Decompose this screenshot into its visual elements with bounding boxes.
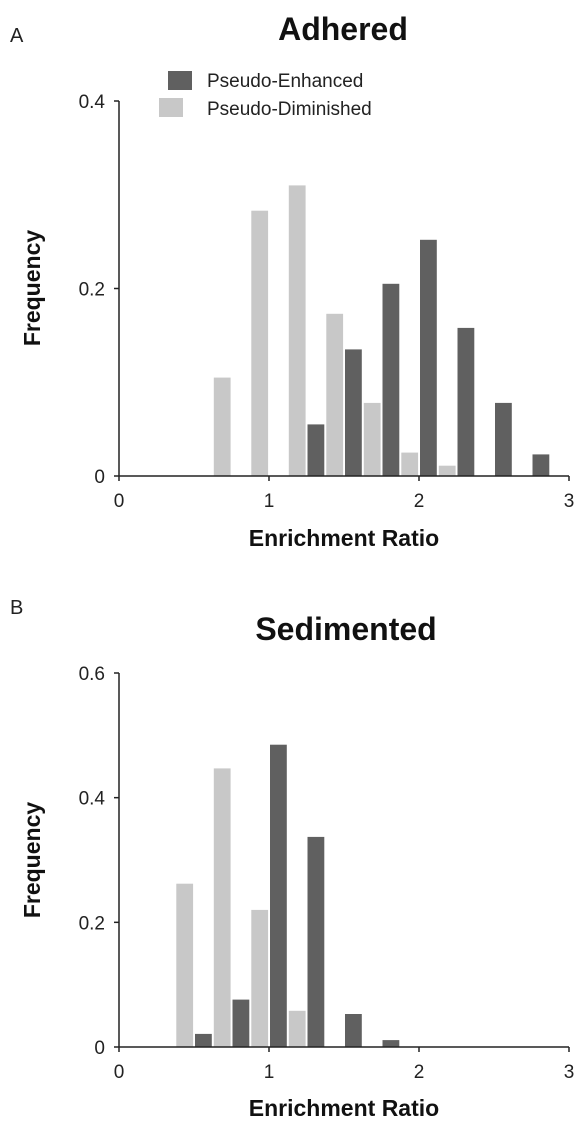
bars-sedimented: [176, 744, 400, 1047]
legend-swatch-pseudo-enhanced: [168, 71, 192, 90]
bar-pseudo-enhanced-1_5: [345, 1014, 362, 1047]
panel-adhered: A Adhered 0 1 2 3 0 0.2 0.4 Enrichment Ratio F…: [10, 11, 574, 551]
panel-label-a: A: [10, 25, 24, 47]
x-tick-label: 2: [414, 491, 425, 512]
bar-pseudo-diminished-1_75: [363, 402, 381, 476]
bar-pseudo-enhanced-2_5: [495, 402, 512, 476]
bar-pseudo-diminished-2_25: [438, 465, 456, 476]
x-tick-label: 1: [264, 491, 275, 512]
bar-pseudo-enhanced-1_5: [345, 349, 362, 476]
x-tick-label: 1: [264, 1062, 275, 1083]
bar-pseudo-diminished-1_25: [288, 185, 306, 476]
bar-pseudo-diminished-0_5: [176, 883, 194, 1047]
y-axis-title-sedimented: Frequency: [19, 802, 45, 919]
bar-pseudo-enhanced-2_75: [532, 454, 550, 476]
y-tick-label: 0: [94, 467, 105, 488]
chart-title-sedimented: Sedimented: [255, 611, 436, 647]
y-tick-label: 0: [94, 1038, 105, 1059]
bar-pseudo-enhanced-1: [270, 744, 287, 1047]
x-tick-label: 2: [414, 1062, 425, 1083]
legend-swatch-pseudo-diminished: [159, 98, 183, 117]
bar-pseudo-enhanced-0_75: [232, 999, 250, 1047]
chart-title-adhered: Adhered: [278, 11, 408, 47]
bar-pseudo-diminished-1: [251, 210, 269, 476]
legend-label-pseudo-enhanced: Pseudo-Enhanced: [207, 71, 363, 92]
bar-pseudo-diminished-2: [401, 452, 419, 476]
x-axis-title-sedimented: Enrichment Ratio: [249, 1095, 439, 1121]
bar-pseudo-diminished-1: [251, 909, 269, 1047]
x-tick-label: 3: [564, 1062, 575, 1083]
legend-adhered: Pseudo-Enhanced Pseudo-Diminished: [159, 71, 372, 120]
y-axis-title-adhered: Frequency: [19, 230, 45, 347]
y-tick-label: 0.4: [79, 92, 106, 113]
bars-adhered: [213, 185, 550, 477]
bar-pseudo-enhanced-1_25: [307, 424, 325, 476]
bar-pseudo-enhanced-0_5: [195, 1033, 212, 1047]
bar-pseudo-diminished-1_5: [326, 313, 344, 476]
y-tick-label: 0.6: [79, 664, 105, 685]
ticks-adhered: 0 1 2 3 0 0.2 0.4: [79, 92, 575, 512]
bar-pseudo-enhanced-1_25: [307, 836, 325, 1047]
bar-pseudo-diminished-0_75: [213, 377, 231, 476]
bar-pseudo-enhanced-2: [420, 239, 437, 477]
legend-label-pseudo-diminished: Pseudo-Diminished: [207, 99, 372, 120]
panel-label-b: B: [10, 597, 23, 619]
bar-pseudo-enhanced-1_75: [382, 1040, 400, 1047]
bar-pseudo-enhanced-1_75: [382, 283, 400, 476]
x-tick-label: 3: [564, 491, 575, 512]
bar-pseudo-diminished-1_25: [288, 1010, 306, 1047]
bar-pseudo-diminished-0_75: [213, 768, 231, 1047]
y-tick-label: 0.2: [79, 913, 105, 934]
bar-pseudo-enhanced-2_25: [457, 327, 475, 476]
ticks-sedimented: 0 1 2 3 0 0.2 0.4 0.6: [79, 664, 575, 1083]
x-tick-label: 0: [114, 1062, 125, 1083]
panel-sedimented: B Sedimented 0 1 2 3 0 0.2 0.4 0.6 Enrichment R…: [10, 597, 574, 1121]
y-tick-label: 0.4: [79, 789, 106, 810]
x-axis-title-adhered: Enrichment Ratio: [249, 525, 439, 551]
y-tick-label: 0.2: [79, 280, 105, 301]
x-tick-label: 0: [114, 491, 125, 512]
